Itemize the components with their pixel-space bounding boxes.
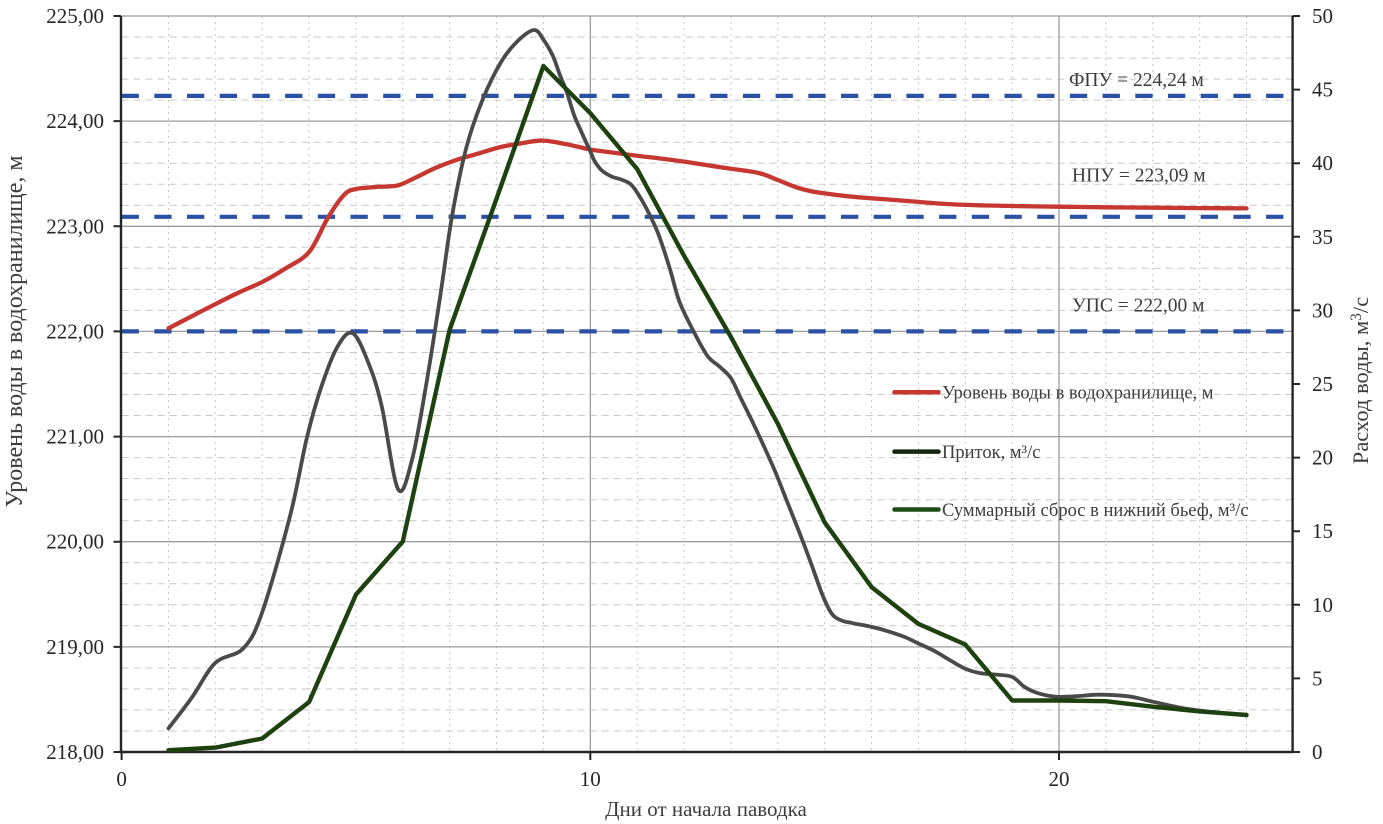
svg-text:УПС = 222,00 м: УПС = 222,00 м xyxy=(1072,296,1204,317)
svg-text:20: 20 xyxy=(1312,446,1333,470)
svg-text:218,00: 218,00 xyxy=(46,740,104,764)
svg-text:Дни от начала паводка: Дни от начала паводка xyxy=(605,797,807,821)
svg-text:219,00: 219,00 xyxy=(46,635,104,659)
svg-text:10: 10 xyxy=(580,767,601,791)
svg-text:Расход воды, м3/с: Расход воды, м3/с xyxy=(1348,297,1373,464)
svg-text:Уровень воды в водохранилище,: Уровень воды в водохранилище, м xyxy=(2,155,28,507)
svg-text:Уровень воды в водохранилище,: Уровень воды в водохранилище, м xyxy=(942,384,1214,404)
svg-text:0: 0 xyxy=(1312,740,1323,764)
svg-text:45: 45 xyxy=(1312,78,1333,102)
svg-text:225,00: 225,00 xyxy=(46,4,104,28)
svg-text:15: 15 xyxy=(1312,519,1333,543)
svg-text:Приток, м³/с: Приток, м³/с xyxy=(942,443,1040,463)
svg-text:35: 35 xyxy=(1312,225,1333,249)
svg-text:НПУ = 223,09 м: НПУ = 223,09 м xyxy=(1072,166,1206,187)
svg-text:223,00: 223,00 xyxy=(46,214,104,238)
svg-text:Суммарный сброс в нижний бьеф,: Суммарный сброс в нижний бьеф, м³/с xyxy=(942,501,1249,521)
svg-text:10: 10 xyxy=(1312,593,1333,617)
svg-text:25: 25 xyxy=(1312,372,1333,396)
svg-text:40: 40 xyxy=(1312,151,1333,175)
svg-text:221,00: 221,00 xyxy=(46,425,104,449)
svg-text:220,00: 220,00 xyxy=(46,530,104,554)
svg-text:222,00: 222,00 xyxy=(46,319,104,343)
svg-text:5: 5 xyxy=(1312,666,1323,690)
svg-text:50: 50 xyxy=(1312,4,1333,28)
svg-text:224,00: 224,00 xyxy=(46,109,104,133)
svg-text:30: 30 xyxy=(1312,298,1333,322)
svg-text:0: 0 xyxy=(116,767,127,791)
svg-text:20: 20 xyxy=(1049,767,1070,791)
svg-text:ФПУ = 224,24 м: ФПУ = 224,24 м xyxy=(1069,70,1204,91)
